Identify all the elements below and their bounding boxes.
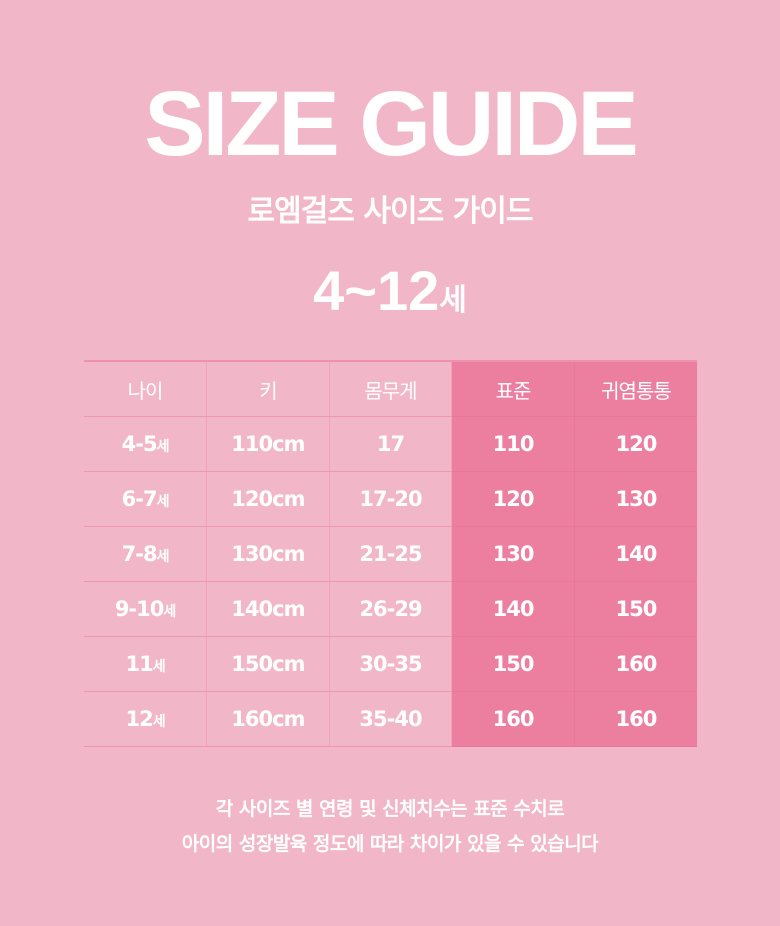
cell-standard: 150 <box>451 636 575 692</box>
age-value: 11 <box>125 652 153 676</box>
table-row: 9-10세 140cm 26-29 140 150 <box>84 581 697 637</box>
table-header-row: 나이 키 몸무게 표준 귀염통통 <box>84 360 697 417</box>
cell-weight: 30-35 <box>329 636 453 692</box>
cell-standard: 140 <box>451 581 575 637</box>
page-title: SIZE GUIDE <box>144 73 638 175</box>
cell-age: 7-8세 <box>84 526 208 582</box>
cell-chubby: 150 <box>574 581 697 637</box>
age-unit: 세 <box>156 439 170 455</box>
cell-weight: 21-25 <box>329 526 453 582</box>
cell-height: 120cm <box>206 471 330 527</box>
note-line-2: 아이의 성장발육 정도에 따라 차이가 있을 수 있습니다 <box>181 833 599 855</box>
column-header: 나이 <box>84 360 208 417</box>
age-value: 12 <box>125 707 153 731</box>
age-range-unit: 세 <box>439 284 467 317</box>
cell-standard: 130 <box>451 526 575 582</box>
table-row: 7-8세 130cm 21-25 130 140 <box>84 526 697 582</box>
cell-height: 140cm <box>206 581 330 637</box>
cell-age: 6-7세 <box>84 471 208 527</box>
cell-age: 11세 <box>84 636 208 692</box>
age-value: 9-10 <box>114 597 165 621</box>
cell-chubby: 140 <box>574 526 697 582</box>
cell-weight: 17-20 <box>329 471 453 527</box>
size-note: 각 사이즈 별 연령 및 신체치수는 표준 수치로 아이의 성장발육 정도에 따… <box>0 792 780 862</box>
cell-chubby: 130 <box>574 471 697 527</box>
table-row: 6-7세 120cm 17-20 120 130 <box>84 471 697 527</box>
cell-chubby: 160 <box>574 636 697 692</box>
table-row: 11세 150cm 30-35 150 160 <box>84 636 697 692</box>
cell-standard: 160 <box>451 691 575 747</box>
age-value: 6-7 <box>121 487 158 511</box>
age-range-value: 4~12 <box>313 259 440 322</box>
column-header: 몸무게 <box>329 360 453 417</box>
cell-height: 130cm <box>206 526 330 582</box>
column-header: 표준 <box>451 360 575 417</box>
note-line-1: 각 사이즈 별 연령 및 신체치수는 표준 수치로 <box>215 798 565 820</box>
column-header: 키 <box>206 360 330 417</box>
table-row: 12세 160cm 35-40 160 160 <box>84 691 697 747</box>
cell-chubby: 120 <box>574 416 697 472</box>
column-header: 귀염통통 <box>574 360 697 417</box>
cell-height: 160cm <box>206 691 330 747</box>
cell-chubby: 160 <box>574 691 697 747</box>
cell-weight: 17 <box>329 416 453 472</box>
age-unit: 세 <box>156 494 170 510</box>
cell-weight: 35-40 <box>329 691 453 747</box>
age-unit: 세 <box>152 714 166 730</box>
age-unit: 세 <box>156 549 170 565</box>
cell-age: 4-5세 <box>84 416 208 472</box>
cell-weight: 26-29 <box>329 581 453 637</box>
age-unit: 세 <box>152 659 166 675</box>
age-value: 7-8 <box>121 542 158 566</box>
cell-age: 12세 <box>84 691 208 747</box>
cell-standard: 120 <box>451 471 575 527</box>
page-subtitle: 로엠걸즈 사이즈 가이드 <box>247 194 534 229</box>
cell-height: 110cm <box>206 416 330 472</box>
age-range: 4~12세 <box>0 258 780 323</box>
table-row: 4-5세 110cm 17 110 120 <box>84 416 697 472</box>
age-unit: 세 <box>163 604 176 620</box>
cell-age: 9-10세 <box>84 581 208 637</box>
size-table: 나이 키 몸무게 표준 귀염통통 4-5세 110cm 17 110 120 6-7세 120cm 1… <box>84 360 697 747</box>
cell-standard: 110 <box>451 416 575 472</box>
cell-height: 150cm <box>206 636 330 692</box>
age-value: 4-5 <box>121 432 158 456</box>
